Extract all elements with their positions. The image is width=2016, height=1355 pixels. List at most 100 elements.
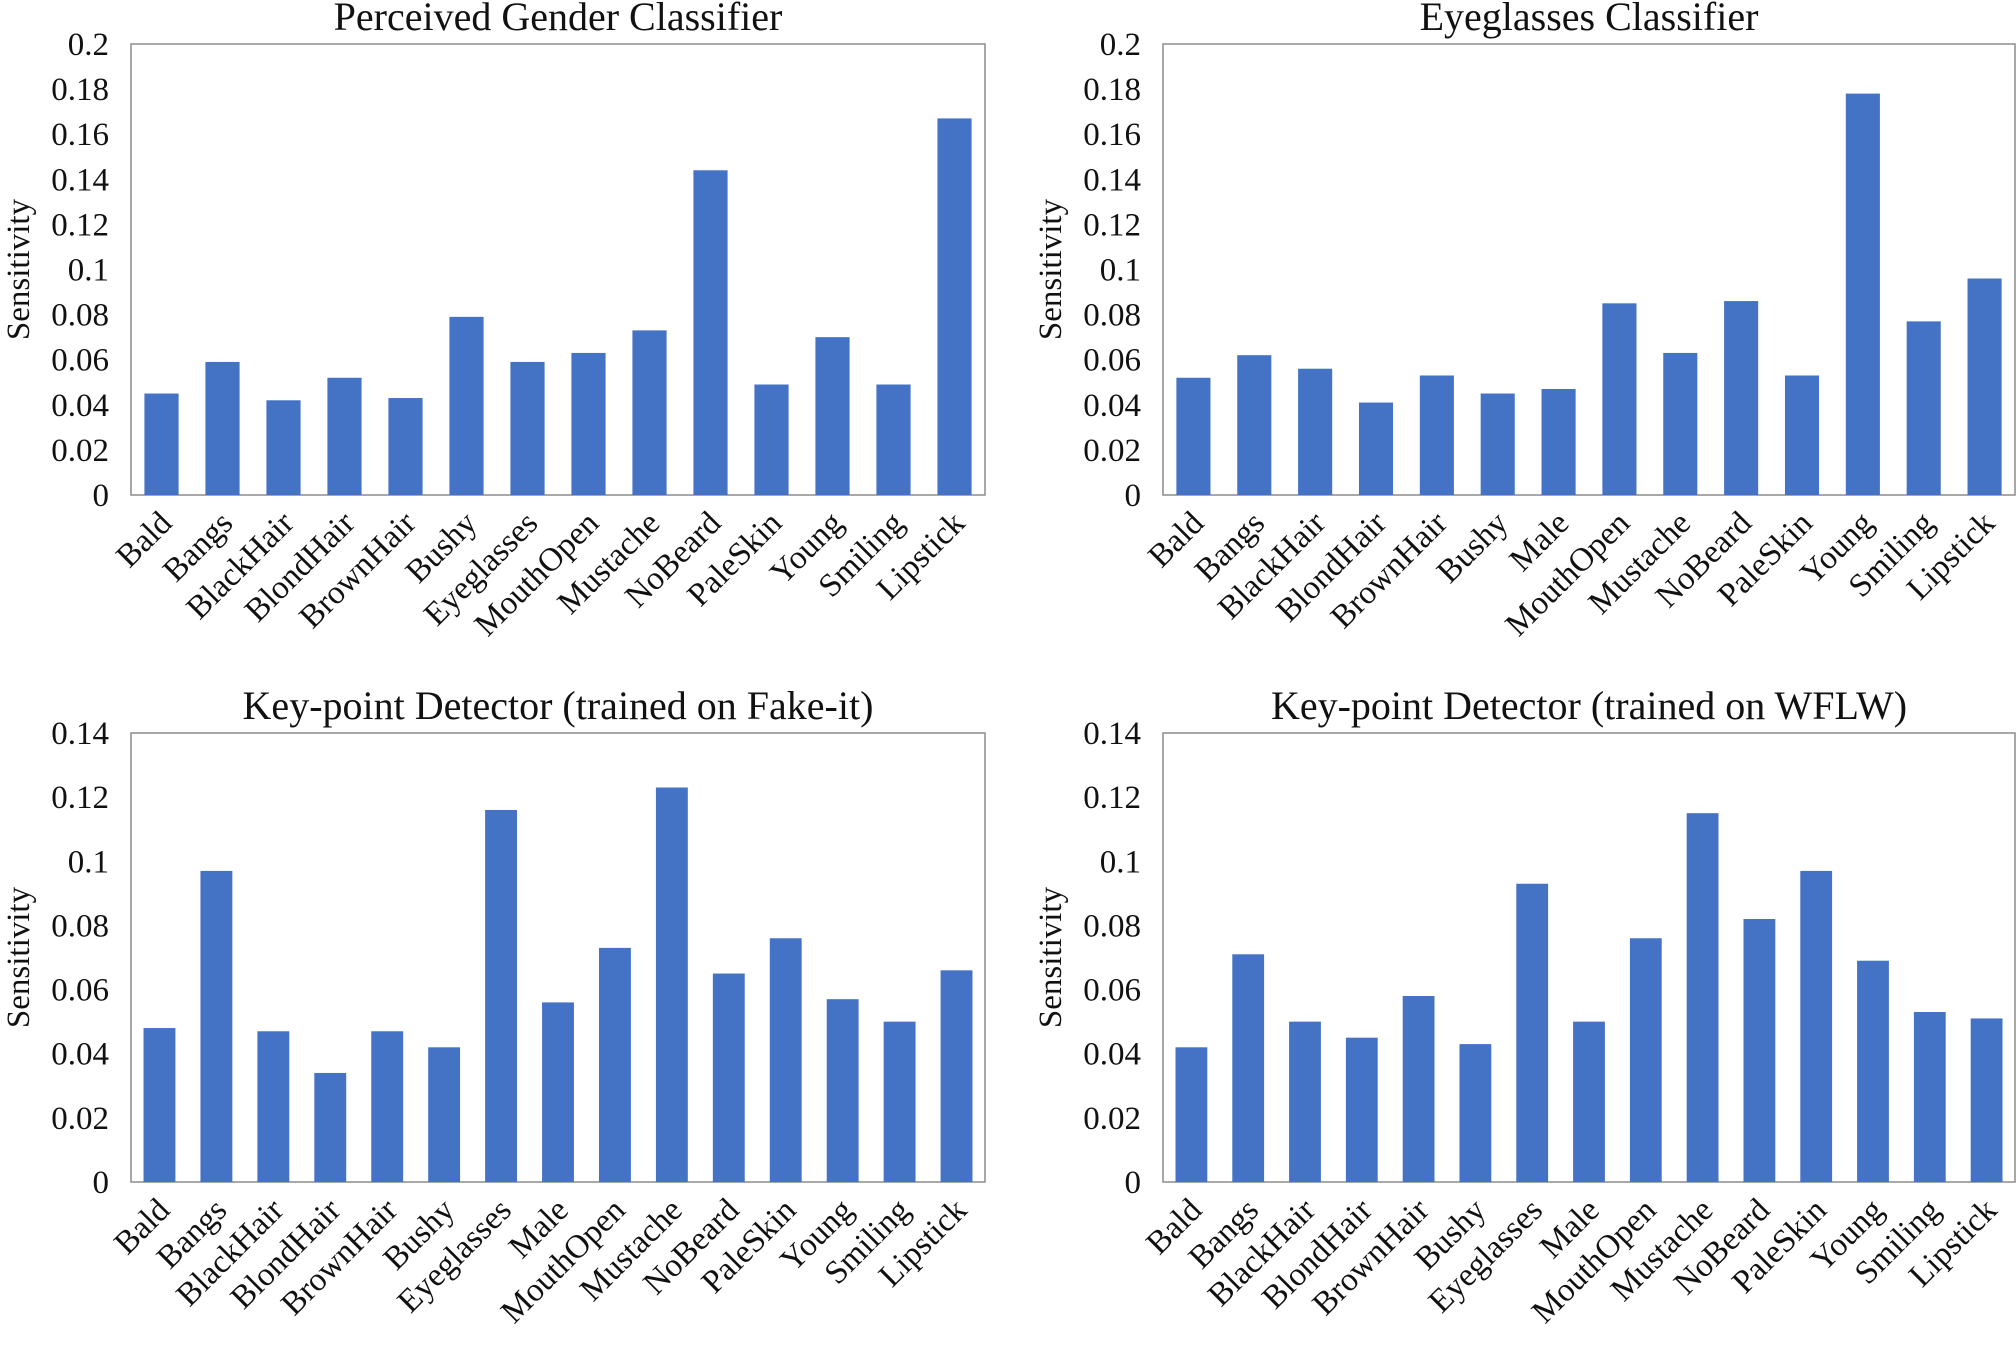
bar-lipstick	[1967, 278, 2002, 495]
y-tick-label: 0.06	[1083, 343, 1141, 379]
y-tick-label: 0	[1125, 1165, 1142, 1201]
y-tick-label: 0.2	[68, 27, 109, 63]
y-tick-label: 0.1	[68, 844, 109, 880]
y-tick-label: 0.04	[51, 1037, 109, 1073]
bar-lipstick	[940, 970, 973, 1182]
y-tick-label: 0.12	[1083, 207, 1141, 243]
bar-bald	[1176, 377, 1211, 495]
y-tick-label: 0.12	[51, 207, 109, 243]
y-tick-label: 0.06	[51, 973, 109, 1009]
bar-bushy	[449, 316, 484, 495]
chart-title: Eyeglasses Classifier	[1420, 0, 1759, 39]
y-tick-label: 0.12	[1083, 780, 1141, 816]
y-tick-label: 0.06	[51, 343, 109, 379]
bar-bangs	[1232, 954, 1265, 1182]
chart-2: Eyeglasses Classifier Sensitivity 0 0.02 0.0…	[1033, 0, 2016, 643]
y-tick-label: 0.18	[51, 72, 109, 108]
bar-male	[542, 1002, 574, 1182]
y-tick-label: 0.04	[1083, 388, 1141, 424]
bar-blackhair	[1298, 368, 1333, 495]
y-axis-label: Sensitivity	[1033, 886, 1069, 1028]
bar-mustache	[1663, 352, 1698, 495]
bar-smiling	[1906, 321, 1941, 495]
bar-blondhair	[1345, 1037, 1378, 1182]
bar-eyeglasses	[485, 809, 518, 1182]
y-tick-label: 0.14	[51, 162, 109, 198]
bar-paleskin	[769, 938, 802, 1182]
y-tick-label: 0.02	[51, 433, 109, 469]
bar-paleskin	[1800, 870, 1833, 1182]
bar-paleskin	[754, 384, 789, 495]
bar-bushy	[1459, 1044, 1492, 1182]
bar-mustache	[655, 787, 688, 1182]
bar-brownhair	[371, 1031, 404, 1182]
bar-nobeard	[712, 973, 745, 1182]
chart-title: Key-point Detector (trained on WFLW)	[1271, 683, 1907, 728]
y-tick-label: 0.08	[1083, 298, 1141, 334]
plot-frame	[1162, 43, 2016, 496]
bar-blondhair	[1358, 402, 1394, 495]
y-tick-label: 0.16	[51, 117, 109, 153]
bar-eyeglasses	[510, 361, 545, 495]
bar-paleskin	[1784, 375, 1820, 495]
bar-bangs	[200, 870, 233, 1182]
chart-title: Key-point Detector (trained on Fake-it)	[243, 683, 874, 728]
y-axis-label: Sensitivity	[1, 198, 37, 340]
chart-3: Key-point Detector (trained on Fake-it) S…	[1, 683, 986, 1330]
y-axis-label: Sensitivity	[1033, 198, 1069, 340]
y-tick-label: 0.02	[1083, 1101, 1141, 1137]
y-tick-label: 0.14	[1083, 716, 1141, 752]
bar-lipstick	[1970, 1018, 2003, 1182]
y-tick-label: 0.08	[51, 908, 109, 944]
y-tick-label: 0	[93, 1165, 110, 1201]
y-tick-label: 0.08	[51, 298, 109, 334]
bar-young	[815, 337, 850, 495]
bar-young	[1857, 960, 1889, 1182]
y-tick-label: 0.18	[1083, 72, 1141, 108]
y-tick-label: 0.16	[1083, 117, 1141, 153]
x-tick-label: Bushy	[1430, 505, 1515, 590]
bar-mustache	[1686, 813, 1719, 1182]
y-tick-label: 0.04	[51, 388, 109, 424]
bar-bald	[144, 393, 179, 495]
bar-mustache	[632, 330, 667, 495]
bar-mouthopen	[598, 947, 631, 1182]
y-tick-label: 0.14	[51, 716, 109, 752]
bar-young	[1845, 93, 1880, 496]
bar-brownhair	[388, 398, 423, 495]
bar-smiling	[883, 1021, 916, 1182]
bar-bangs	[1237, 355, 1272, 495]
bar-nobeard	[1724, 301, 1759, 495]
chart-1: Perceived Gender Classifier Sensitivity 0 0…	[1, 0, 986, 643]
bar-blackhair	[257, 1031, 290, 1182]
chart-4: Key-point Detector (trained on WFLW) Sens…	[1033, 683, 2016, 1330]
bar-bangs	[205, 361, 240, 495]
bar-nobeard	[1743, 919, 1776, 1182]
bar-blondhair	[314, 1072, 347, 1182]
plot-frame	[130, 43, 986, 496]
y-tick-label: 0.02	[1083, 433, 1141, 469]
bar-brownhair	[1419, 375, 1454, 495]
bar-bushy	[1480, 393, 1515, 495]
chart-title: Perceived Gender Classifier	[334, 0, 783, 39]
bar-bushy	[428, 1047, 461, 1182]
bar-young	[826, 999, 859, 1182]
y-tick-label: 0.1	[68, 253, 109, 289]
y-tick-label: 0.08	[1083, 908, 1141, 944]
y-tick-label: 0.1	[1100, 844, 1141, 880]
bar-bald	[143, 1028, 176, 1182]
y-tick-label: 0	[93, 478, 110, 514]
bar-mouthopen	[571, 352, 606, 495]
bar-smiling	[1913, 1012, 1946, 1182]
bar-blackhair	[1289, 1021, 1321, 1182]
y-tick-label: 0.14	[1083, 162, 1141, 198]
y-tick-label: 0.04	[1083, 1037, 1141, 1073]
y-tick-label: 0.1	[1100, 253, 1141, 289]
bar-smiling	[876, 384, 911, 495]
y-tick-label: 0	[1125, 478, 1142, 514]
y-tick-label: 0.06	[1083, 973, 1141, 1009]
y-tick-label: 0.12	[51, 780, 109, 816]
y-tick-label: 0.02	[51, 1101, 109, 1137]
bar-brownhair	[1402, 995, 1435, 1182]
